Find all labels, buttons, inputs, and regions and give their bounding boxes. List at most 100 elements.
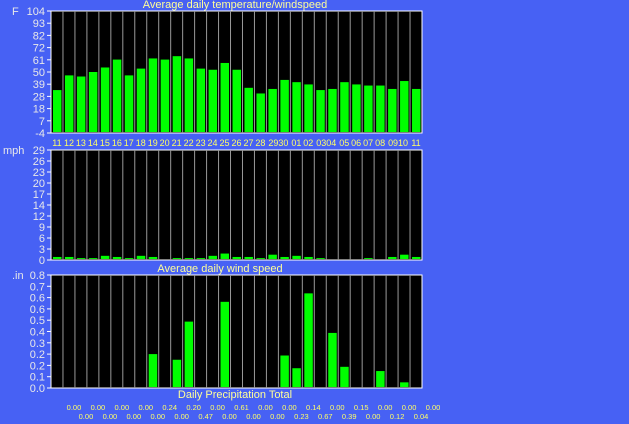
bar xyxy=(172,359,182,387)
plot-area-2 xyxy=(50,274,423,389)
precip-value-label: 0.00 xyxy=(103,412,118,421)
chart-title: Average daily wind speed xyxy=(157,263,282,275)
precip-value-label: 0.24 xyxy=(162,403,177,412)
bar xyxy=(112,256,122,259)
bar xyxy=(160,59,170,132)
bar xyxy=(124,75,134,132)
y-tick-label: 39 xyxy=(33,79,45,91)
bar xyxy=(76,258,86,259)
y-tick-label: 0.2 xyxy=(30,349,45,361)
y-tick-label: 72 xyxy=(33,43,45,55)
y-tick-label: 12 xyxy=(33,211,45,223)
bar xyxy=(388,88,397,132)
bar xyxy=(53,256,62,259)
precip-value-label: 0.47 xyxy=(198,412,213,421)
precip-value-label: 0.00 xyxy=(366,412,381,421)
bar xyxy=(268,88,277,132)
bar xyxy=(244,256,253,259)
precip-value-label: 0.00 xyxy=(378,403,393,412)
x-tick-label: 23 xyxy=(196,138,206,148)
x-tick-label: 27 xyxy=(243,138,253,148)
bar xyxy=(292,368,301,387)
bar xyxy=(400,81,409,132)
precip-value-label: 0.00 xyxy=(246,412,261,421)
precip-value-label: 0.39 xyxy=(342,412,357,421)
bar xyxy=(244,87,253,132)
chart-title: Daily Precipitation Total xyxy=(178,389,292,401)
precip-value-label: 0.00 xyxy=(67,403,82,412)
y-tick-label: 0.6 xyxy=(30,304,45,316)
bar xyxy=(280,79,289,132)
y-tick-label: 0.6 xyxy=(30,293,45,305)
bar xyxy=(148,58,158,132)
x-tick-label: 24 xyxy=(208,138,218,148)
y-tick-label: -4 xyxy=(35,128,45,140)
precip-value-label: 0.00 xyxy=(222,412,237,421)
y-tick-label: 0 xyxy=(39,255,45,267)
precip-value-label: 0.00 xyxy=(174,412,189,421)
x-tick-label: 12 xyxy=(64,138,74,148)
bar xyxy=(124,258,134,259)
bar xyxy=(112,59,122,132)
precip-value-label: 0.00 xyxy=(150,412,165,421)
bar xyxy=(304,256,313,259)
bar xyxy=(208,255,218,259)
bar xyxy=(184,321,194,387)
bar xyxy=(376,85,385,132)
y-tick-label: 3 xyxy=(39,244,45,256)
bar xyxy=(364,258,373,259)
bar xyxy=(88,258,98,259)
x-tick-label: 14 xyxy=(88,138,98,148)
x-tick-label: 13 xyxy=(76,138,86,148)
precip-value-label: 0.00 xyxy=(79,412,94,421)
precip-value-label: 0.00 xyxy=(210,403,225,412)
precip-value-label: 0.67 xyxy=(318,412,333,421)
y-tick-label: 14 xyxy=(33,200,45,212)
bar xyxy=(196,68,206,132)
x-tick-label: 11 xyxy=(411,138,420,148)
y-tick-label: 20 xyxy=(33,178,45,190)
bar xyxy=(53,90,62,132)
bar xyxy=(292,255,301,259)
x-tick-label: 08 xyxy=(375,138,385,148)
precip-value-label: 0.00 xyxy=(115,403,130,412)
y-tick-label: 7 xyxy=(39,116,45,128)
y-tick-label: 9 xyxy=(39,222,45,234)
bar xyxy=(304,84,313,132)
bar xyxy=(172,258,182,259)
x-tick-label: 19 xyxy=(148,138,158,148)
bar xyxy=(184,258,194,259)
bar xyxy=(328,332,337,387)
bar xyxy=(352,84,361,132)
bar xyxy=(148,354,158,387)
bar xyxy=(400,254,409,259)
bar xyxy=(100,67,110,132)
precip-value-label: 0.00 xyxy=(138,403,153,412)
bar xyxy=(220,62,230,132)
y-axis-unit: F xyxy=(12,6,19,18)
bar xyxy=(304,293,313,387)
x-tick-label: 28 xyxy=(255,138,265,148)
precip-value-label: 0.00 xyxy=(330,403,345,412)
x-tick-label: 06 xyxy=(351,138,361,148)
bar xyxy=(196,258,206,259)
y-tick-label: 29 xyxy=(33,145,45,157)
bar xyxy=(400,382,409,387)
bar xyxy=(376,371,385,387)
y-tick-label: 0.3 xyxy=(30,338,45,350)
precip-value-label: 0.00 xyxy=(258,403,273,412)
y-tick-label: 61 xyxy=(33,55,45,67)
precip-value-label: 0.00 xyxy=(127,412,142,421)
y-tick-label: 23 xyxy=(33,167,45,179)
bar xyxy=(268,254,277,259)
bar xyxy=(316,90,325,132)
bar xyxy=(64,256,74,259)
precip-value-label: 0.00 xyxy=(402,403,417,412)
bar xyxy=(220,253,230,259)
bar xyxy=(64,75,74,132)
x-tick-label: 21 xyxy=(172,138,182,148)
y-axis-unit: .in xyxy=(12,270,24,282)
precip-value-label: 0.23 xyxy=(294,412,309,421)
bar xyxy=(148,256,158,259)
